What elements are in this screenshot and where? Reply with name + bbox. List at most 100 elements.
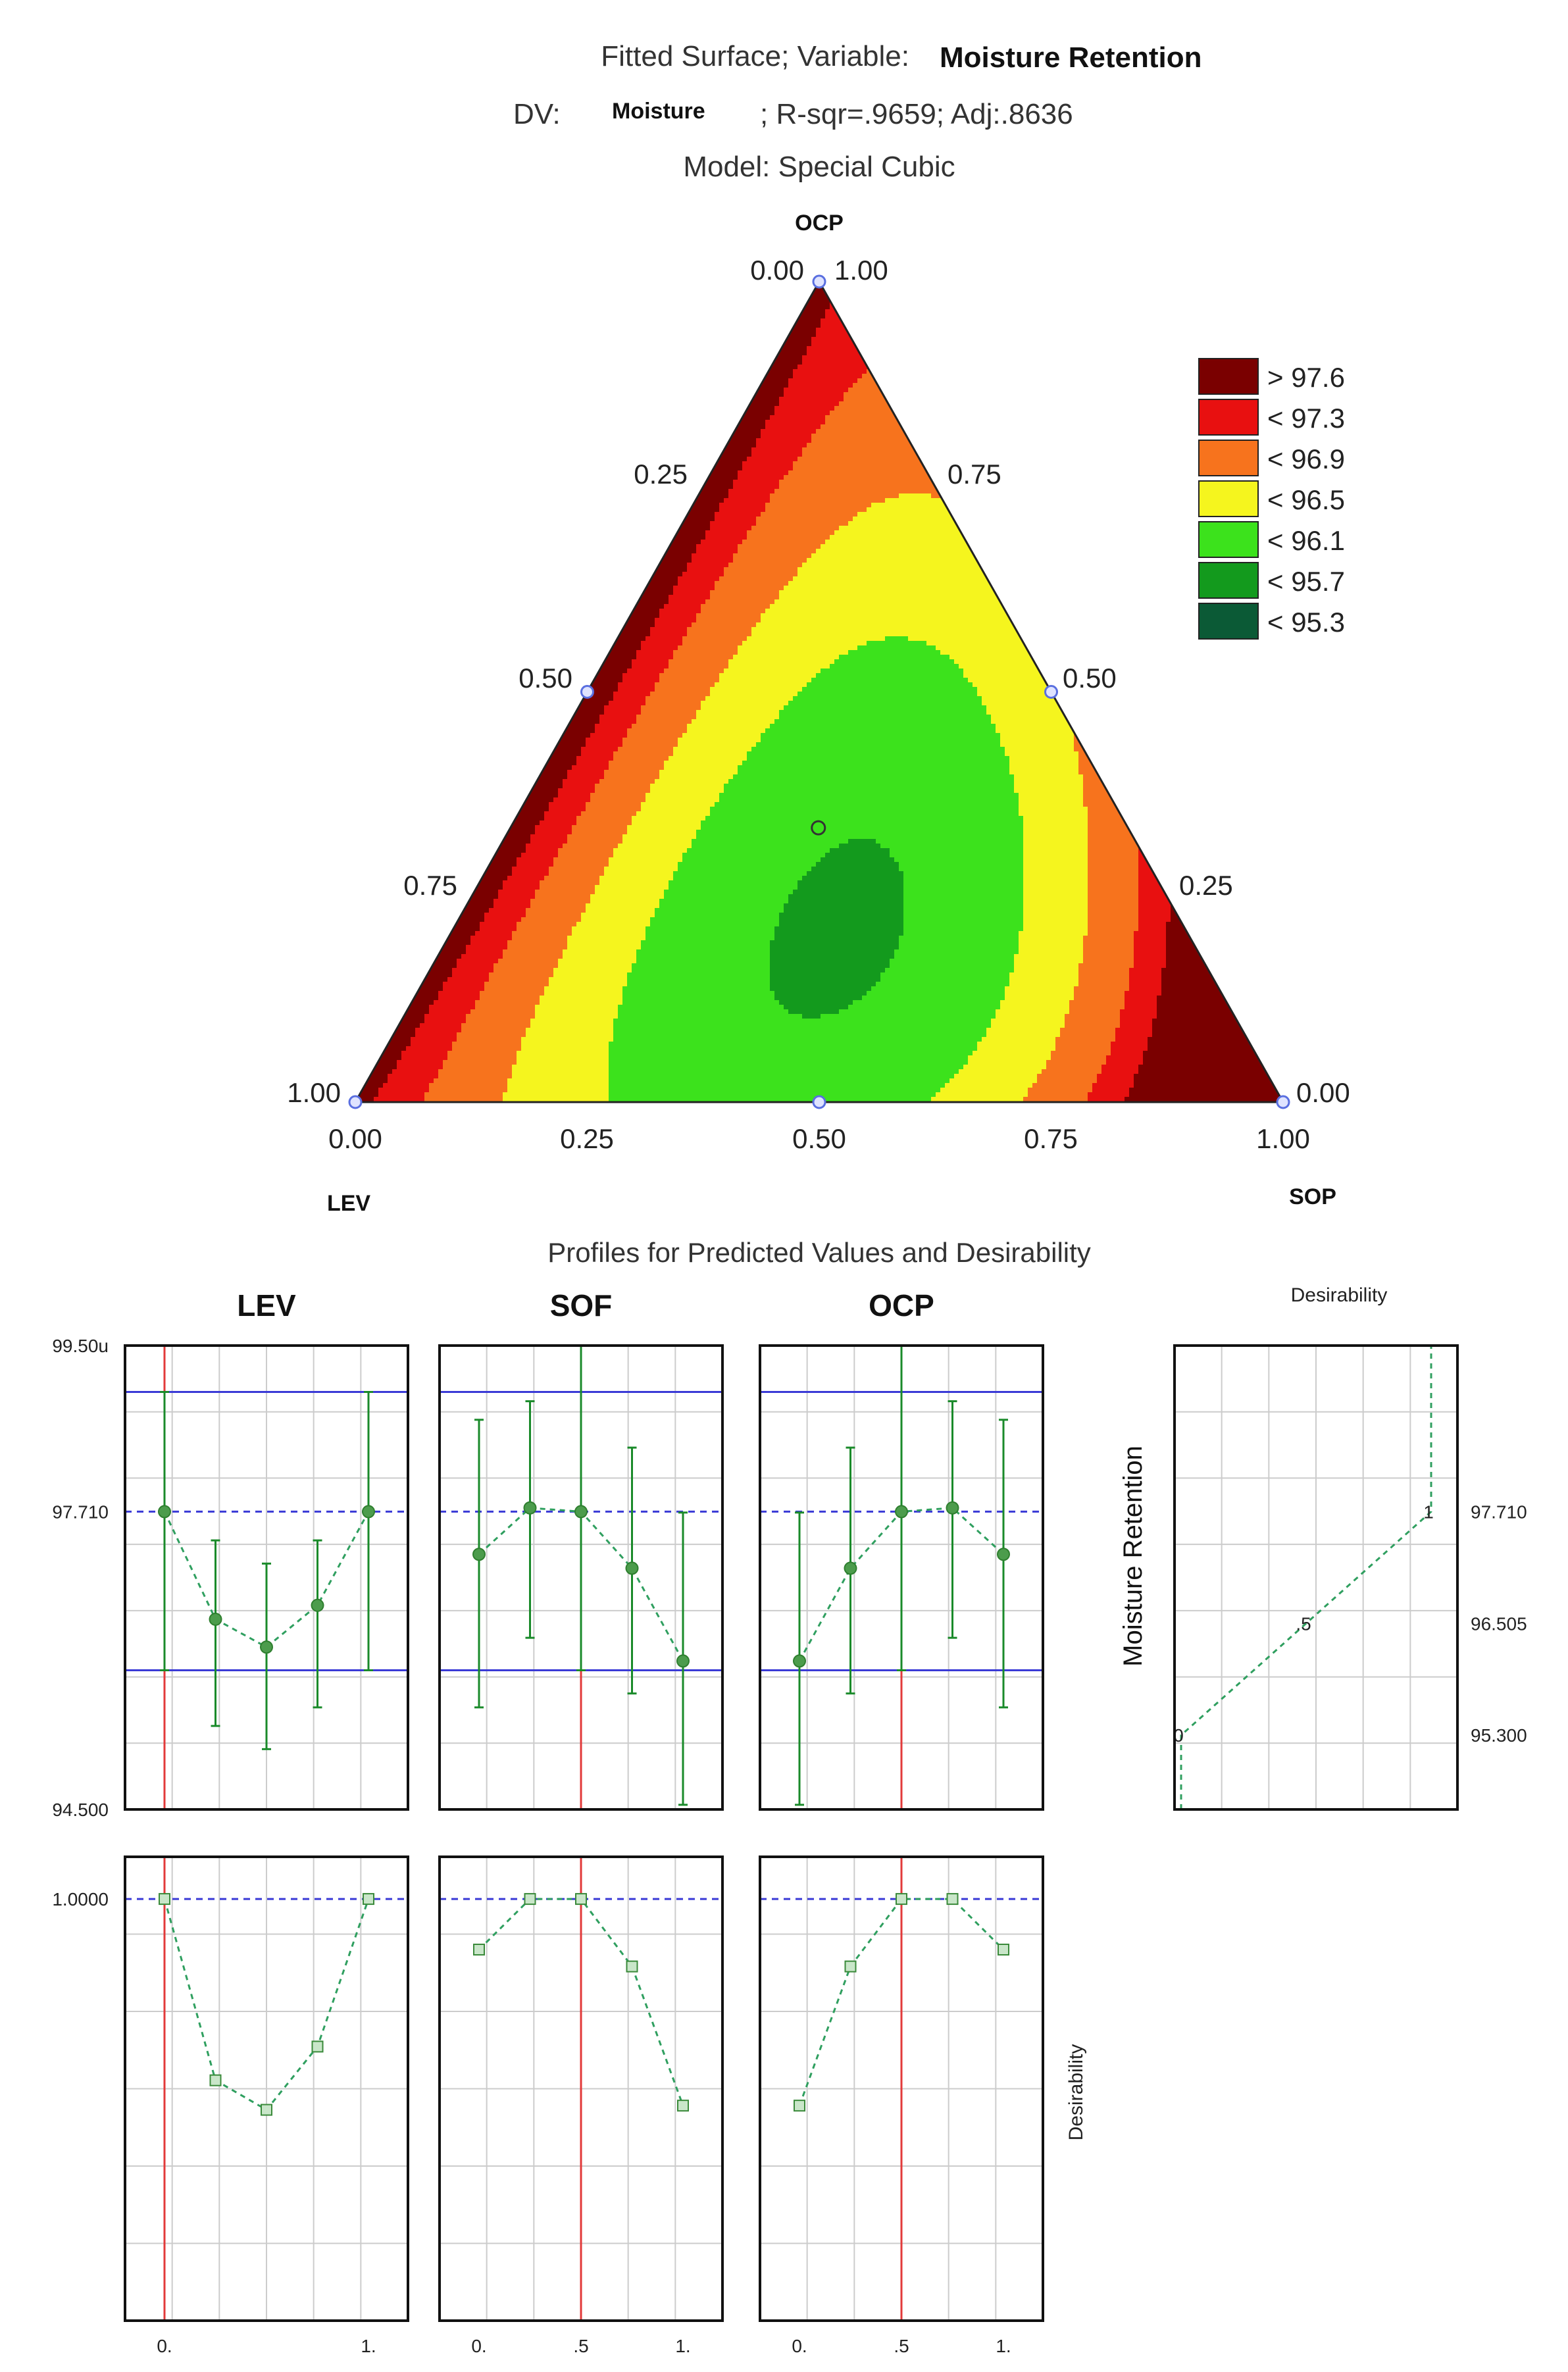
contour-cell (1009, 645, 1015, 651)
contour-cell (751, 498, 757, 503)
contour-cell (715, 452, 720, 457)
contour-cell (880, 576, 886, 582)
contour-cell (650, 627, 655, 632)
contour-cell (982, 664, 987, 669)
contour-cell (857, 397, 863, 402)
contour-cell (733, 655, 738, 660)
contour-cell (949, 664, 955, 669)
contour-cell (844, 664, 849, 669)
contour-cell (1014, 645, 1019, 651)
contour-cell (830, 438, 835, 443)
contour-cell (871, 452, 876, 457)
contour-cell (945, 627, 950, 632)
contour-cell (802, 295, 807, 301)
contour-cell (862, 378, 867, 384)
contour-cell (903, 443, 909, 448)
contour-cell (816, 650, 821, 655)
contour-cell (834, 632, 840, 637)
contour-cell (876, 475, 881, 480)
contour-cell (678, 512, 683, 517)
contour-cell (811, 489, 817, 494)
contour-cell (761, 447, 766, 453)
contour-cell (959, 563, 964, 568)
contour-cell (830, 401, 835, 407)
contour-cell (659, 673, 665, 678)
contour-cell (788, 595, 794, 600)
contour-cell (705, 493, 711, 499)
contour-cell (733, 567, 738, 572)
contour-cell (885, 466, 890, 471)
contour-cell (816, 378, 821, 384)
contour-cell (797, 452, 803, 457)
contour-cell (765, 429, 771, 434)
contour-cell (903, 489, 909, 494)
contour-cell (738, 521, 743, 526)
contour-cell (844, 309, 849, 315)
contour-cell (834, 470, 840, 476)
contour-cell (788, 406, 794, 411)
contour-cell (811, 337, 817, 342)
contour-cell (797, 351, 803, 356)
contour-cell (719, 673, 724, 678)
contour-cell (793, 470, 798, 476)
contour-cell (793, 305, 798, 310)
contour-cell (885, 613, 890, 618)
contour-cell (724, 530, 729, 536)
contour-cell (816, 664, 821, 669)
contour-cell (977, 540, 982, 545)
contour-cell (705, 604, 711, 609)
contour-cell (871, 438, 876, 443)
contour-cell (701, 507, 706, 513)
contour-cell (885, 429, 890, 434)
contour-cell (761, 558, 766, 563)
contour-cell (816, 470, 821, 476)
contour-cell (903, 673, 909, 678)
contour-cell (922, 526, 927, 531)
contour-cell (857, 530, 863, 536)
contour-cell (797, 572, 803, 577)
contour-cell (848, 388, 853, 393)
contour-cell (862, 530, 867, 536)
contour-cell (613, 669, 619, 674)
contour-cell (977, 581, 982, 586)
contour-cell (774, 553, 780, 559)
contour-cell (770, 424, 775, 430)
contour-cell (982, 669, 987, 674)
contour-cell (876, 470, 881, 476)
contour-cell (807, 383, 812, 388)
contour-cell (797, 443, 803, 448)
contour-cell (917, 641, 923, 646)
contour-cell (747, 466, 752, 471)
contour-cell (903, 503, 909, 508)
contour-cell (848, 590, 853, 595)
contour-cell (894, 489, 899, 494)
contour-cell (857, 360, 863, 365)
contour-cell (784, 447, 789, 453)
contour-cell (742, 590, 747, 595)
contour-cell (650, 586, 655, 591)
contour-cell (885, 392, 890, 397)
contour-cell (982, 613, 987, 618)
contour-cell (880, 420, 886, 425)
contour-cell (788, 655, 794, 660)
contour-cell (761, 632, 766, 637)
contour-cell (908, 604, 913, 609)
contour-cell (1046, 664, 1051, 669)
contour-cell (949, 678, 955, 683)
contour-cell (632, 586, 637, 591)
contour-cell (880, 641, 886, 646)
contour-cell (949, 586, 955, 591)
contour-cell (779, 650, 784, 655)
contour-cell (940, 645, 946, 651)
contour-cell (871, 484, 876, 490)
contour-cell (986, 563, 992, 568)
contour-cell (885, 493, 890, 499)
contour-cell (857, 503, 863, 508)
contour-cell (710, 563, 715, 568)
contour-cell (931, 540, 936, 545)
contour-cell (931, 622, 936, 628)
contour-cell (692, 609, 697, 614)
contour-cell (931, 590, 936, 595)
contour-cell (669, 572, 674, 577)
contour-cell (871, 392, 876, 397)
